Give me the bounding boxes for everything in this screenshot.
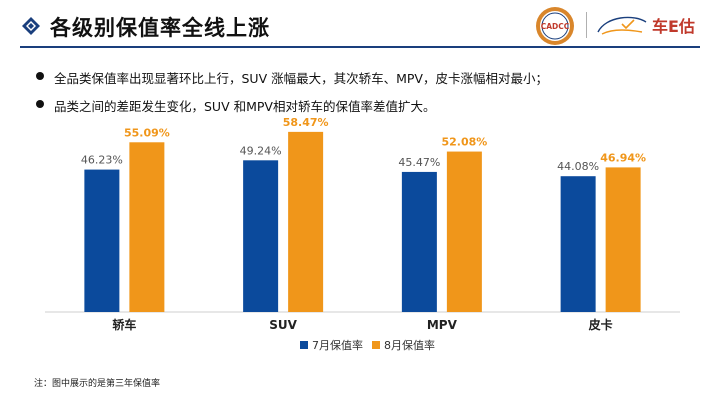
bar-july — [84, 169, 120, 312]
brand-logo: 车E估 — [597, 16, 695, 36]
bar-august — [605, 167, 641, 312]
brand-logo-text: 车E估 — [652, 17, 695, 36]
data-label: 46.23% — [81, 154, 123, 167]
data-label: 45.47% — [398, 156, 440, 169]
bar-july — [560, 176, 596, 312]
x-tick-label: 轿车 — [112, 317, 136, 332]
bullet-text: 全品类保值率出现显著环比上行，SUV 涨幅最大，其次轿车、MPV，皮卡涨幅相对最… — [54, 71, 548, 86]
legend-label: 7月保值率 — [312, 338, 363, 352]
bullet-item: 全品类保值率出现显著环比上行，SUV 涨幅最大，其次轿车、MPV，皮卡涨幅相对最… — [36, 68, 548, 87]
page-title: 各级别保值率全线上涨 — [50, 16, 270, 40]
footnote: 注：图中展示的是第三年保值率 — [34, 379, 161, 389]
data-label: 58.47% — [283, 116, 329, 129]
data-label: 46.94% — [600, 151, 646, 164]
header-divider — [20, 46, 700, 48]
bar-august — [446, 151, 482, 312]
legend-swatch — [372, 341, 380, 349]
data-label: 49.24% — [240, 144, 282, 157]
bullet-dot — [36, 100, 44, 108]
bullet-dot — [36, 72, 44, 80]
summary-bullets: 全品类保值率出现显著环比上行，SUV 涨幅最大，其次轿车、MPV，皮卡涨幅相对最… — [36, 68, 548, 124]
bullet-text: 品类之间的差距发生变化，SUV 和MPV相对轿车的保值率差值扩大。 — [54, 99, 436, 114]
bar-august — [129, 142, 165, 312]
x-tick-label: MPV — [427, 318, 458, 332]
diamond-icon — [22, 17, 40, 35]
data-label: 52.08% — [441, 136, 487, 149]
bar-july — [401, 171, 437, 312]
data-label: 55.09% — [124, 126, 170, 139]
legend-swatch — [300, 341, 308, 349]
x-tick-label: SUV — [269, 318, 297, 332]
bar-august — [288, 131, 324, 312]
logo-divider — [586, 12, 587, 38]
legend-label: 8月保值率 — [384, 338, 435, 352]
cadcc-logo: CADCC — [536, 7, 574, 45]
bar-july — [243, 160, 279, 312]
cadcc-logo-text: CADCC — [541, 22, 570, 31]
x-tick-label: 皮卡 — [588, 317, 613, 332]
bullet-item: 品类之间的差距发生变化，SUV 和MPV相对轿车的保值率差值扩大。 — [36, 96, 548, 115]
data-label: 44.08% — [557, 160, 599, 173]
